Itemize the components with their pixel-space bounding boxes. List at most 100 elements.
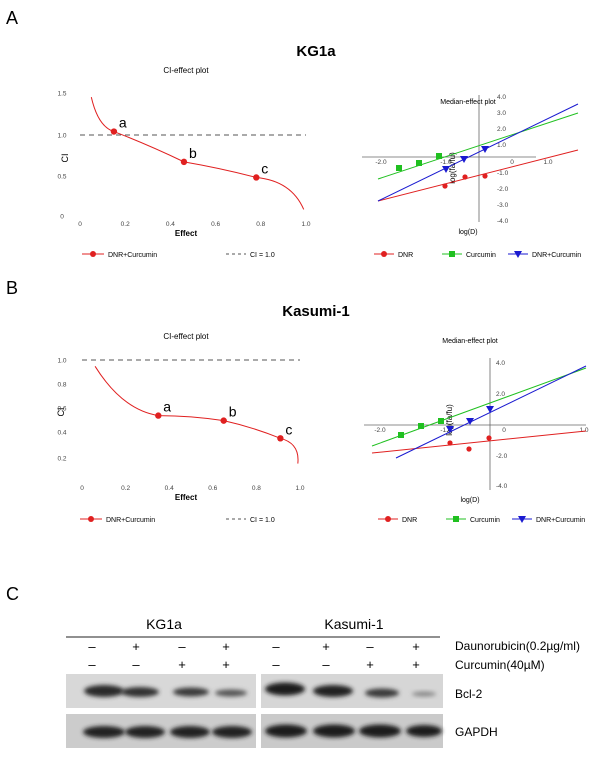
ci-point-label-a: a — [163, 399, 171, 415]
dnr-point — [447, 440, 453, 446]
y-tick-label: 0.5 — [57, 174, 66, 181]
legend-series: DNR+Curcumin — [108, 252, 157, 259]
median-effect-plot-b: Median-effect plot -2.0 -1.0 0 1.0 4.0 2.0 -2.… — [364, 338, 589, 524]
legend-marker-combo — [90, 251, 96, 257]
daunorubicin-sign: + — [412, 639, 420, 654]
panel-label-a: A — [6, 8, 18, 28]
y-tick-label: 0 — [60, 214, 64, 221]
cell-line-kasumi: Kasumi-1 — [324, 616, 383, 632]
curcumin-sign: – — [272, 657, 280, 672]
y-tick-label: 2.0 — [497, 126, 506, 133]
effect-axis-label: Effect — [175, 229, 198, 238]
ci-axis-label: CI — [56, 408, 66, 417]
y-tick-label: 1.0 — [497, 142, 506, 149]
daunorubicin-sign: – — [178, 639, 186, 654]
curcumin-fit-line — [371, 367, 587, 447]
x-tick-label: 0.4 — [166, 221, 175, 228]
blot-band — [359, 724, 401, 738]
ci-point-b — [180, 158, 188, 166]
kasumi-title: Kasumi-1 — [282, 303, 350, 320]
y-tick-label: 0.8 — [57, 382, 66, 389]
legend-reference: CI = 1.0 — [250, 252, 275, 259]
median-y-label: log(fa/fu) — [445, 404, 454, 436]
y-tick-label: 1.0 — [57, 358, 66, 365]
blot-band — [125, 726, 165, 738]
combo-fit-line — [377, 103, 579, 202]
curcumin-sign: – — [132, 657, 140, 672]
curcumin-label: Curcumin(40µM) — [455, 658, 545, 672]
y-tick-label: 1.0 — [57, 133, 66, 140]
ci-plot-title: CI-effect plot — [163, 332, 209, 341]
y-tick-label: 0.6 — [57, 406, 66, 413]
blot-band — [412, 691, 436, 697]
combo-point — [446, 426, 454, 433]
daunorubicin-sign: + — [322, 639, 330, 654]
legend-marker-combo — [518, 516, 526, 523]
legend-combo: DNR+Curcumin — [536, 517, 585, 524]
ci-plot-title: CI-effect plot — [163, 66, 209, 75]
blot-band — [365, 688, 399, 698]
y-tick-label: -2.0 — [497, 186, 509, 193]
legend-marker-combo — [88, 516, 94, 522]
daunorubicin-sign: – — [366, 639, 374, 654]
daunorubicin-sign: + — [132, 639, 140, 654]
blot-band — [170, 726, 210, 738]
median-x-label: log(D) — [460, 497, 479, 504]
legend-combo: DNR+Curcumin — [532, 252, 581, 259]
blot-band — [265, 682, 305, 696]
blot-band — [83, 726, 125, 738]
combo-point — [442, 166, 450, 173]
y-tick-label: 1.5 — [57, 91, 66, 98]
legend-reference: CI = 1.0 — [250, 517, 275, 524]
blot-band — [84, 685, 124, 697]
y-tick-label: 0.2 — [57, 456, 66, 463]
x-tick-label: -2.0 — [375, 159, 387, 166]
cell-line-kg1a: KG1a — [146, 616, 182, 632]
blot-band — [265, 724, 307, 738]
y-tick-label: -4.0 — [496, 483, 508, 490]
combo-point — [486, 406, 494, 413]
curcumin-point — [416, 160, 422, 166]
x-tick-label: 0.6 — [208, 485, 217, 492]
y-tick-label: 3.0 — [497, 110, 506, 117]
daunorubicin-sign: + — [222, 639, 230, 654]
combo-fit-line — [395, 365, 587, 459]
median-y-label: log(fa/fu) — [448, 152, 457, 184]
curcumin-sign: + — [222, 657, 230, 672]
ci-effect-plot-a: CI-effect plot CI Effect 0 0.5 1.0 1.5 0 0.2… — [57, 66, 310, 259]
dnr-point — [442, 183, 448, 189]
curcumin-sign: + — [412, 657, 420, 672]
y-tick-label: -2.0 — [496, 453, 508, 460]
y-tick-label: 0.4 — [57, 430, 66, 437]
curcumin-point — [396, 165, 402, 171]
panel-label-c: C — [6, 584, 19, 604]
ci-point-a — [110, 128, 118, 135]
x-tick-label: 0.4 — [165, 485, 174, 492]
x-tick-label: 0 — [80, 485, 84, 492]
ci-point-label-c: c — [261, 160, 268, 176]
x-tick-label: 0.2 — [121, 221, 130, 228]
y-tick-label: 2.0 — [496, 391, 505, 398]
x-tick-label: -1.0 — [440, 427, 452, 434]
legend-series: DNR+Curcumin — [106, 517, 155, 524]
x-tick-label: 1.0 — [301, 221, 310, 228]
ci-point-b — [220, 417, 227, 424]
blot-band — [406, 725, 442, 737]
gapdh-label: GAPDH — [455, 725, 498, 739]
effect-axis-label: Effect — [175, 493, 198, 502]
x-tick-label: -2.0 — [374, 427, 386, 434]
kg1a-title: KG1a — [296, 43, 336, 60]
legend-dnr: DNR — [402, 517, 417, 524]
ci-point-label-c: c — [285, 421, 292, 437]
dnr-fit-line — [371, 430, 587, 454]
combo-point — [466, 418, 474, 425]
ci-point-label-b: b — [189, 145, 197, 161]
ci-point-a — [155, 412, 162, 419]
x-tick-label: 0 — [510, 159, 514, 166]
ci-axis-label: CI — [60, 154, 70, 163]
legend-curcumin: Curcumin — [470, 517, 500, 524]
ci-point-label-a: a — [119, 115, 127, 131]
bcl2-label: Bcl-2 — [455, 687, 483, 701]
curcumin-fit-line — [377, 112, 579, 180]
combo-point — [460, 156, 468, 163]
